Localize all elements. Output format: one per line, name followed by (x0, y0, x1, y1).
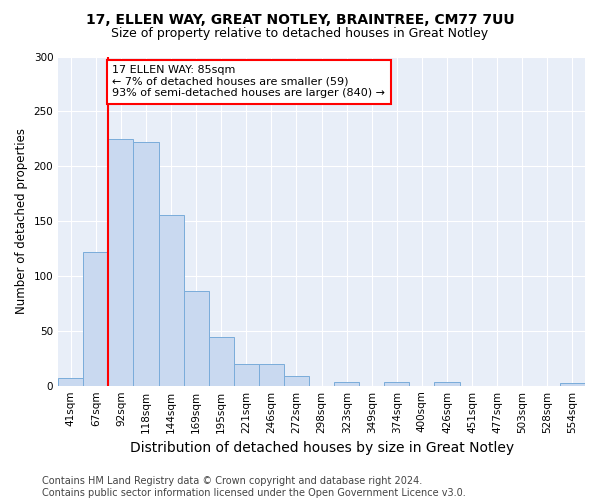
Y-axis label: Number of detached properties: Number of detached properties (15, 128, 28, 314)
Text: Size of property relative to detached houses in Great Notley: Size of property relative to detached ho… (112, 28, 488, 40)
Bar (58, 378, 83, 386)
Bar (284, 376, 309, 386)
Bar (234, 364, 259, 386)
Text: Contains HM Land Registry data © Crown copyright and database right 2024.
Contai: Contains HM Land Registry data © Crown c… (42, 476, 466, 498)
X-axis label: Distribution of detached houses by size in Great Notley: Distribution of detached houses by size … (130, 441, 514, 455)
Bar (385, 382, 409, 386)
Bar (133, 142, 158, 386)
Bar (434, 382, 460, 386)
Text: 17, ELLEN WAY, GREAT NOTLEY, BRAINTREE, CM77 7UU: 17, ELLEN WAY, GREAT NOTLEY, BRAINTREE, … (86, 12, 514, 26)
Bar (158, 214, 184, 386)
Bar (334, 382, 359, 386)
Bar (83, 252, 109, 386)
Bar (259, 364, 284, 386)
Bar (109, 139, 133, 386)
Bar (209, 338, 234, 386)
Bar (184, 292, 209, 386)
Bar (560, 384, 585, 386)
Text: 17 ELLEN WAY: 85sqm
← 7% of detached houses are smaller (59)
93% of semi-detache: 17 ELLEN WAY: 85sqm ← 7% of detached hou… (112, 66, 385, 98)
